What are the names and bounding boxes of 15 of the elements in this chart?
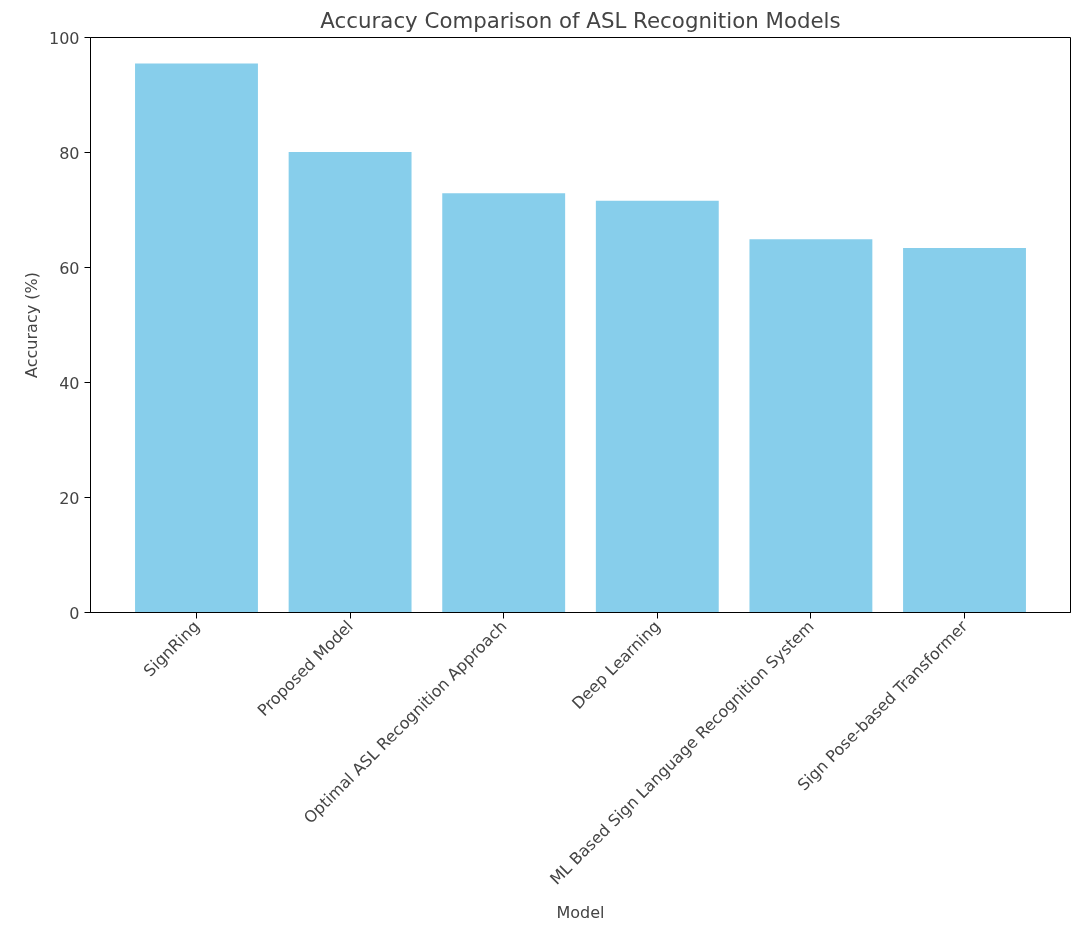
bar [135,63,258,613]
bar [903,247,1026,613]
y-tick-label: 40 [59,373,80,393]
bar [749,239,873,613]
bar [595,200,719,613]
bar [442,193,566,613]
x-axis-title: Model [556,903,605,923]
chart-title: Accuracy Comparison of ASL Recognition Models [320,7,841,33]
y-tick-label: 80 [59,143,80,163]
y-tick-label: 0 [69,603,80,623]
y-tick-label: 20 [59,488,80,508]
y-tick-label: 100 [48,28,80,48]
y-axis-title: Accuracy (%) [21,272,41,378]
bar [288,151,412,613]
y-tick-label: 60 [59,258,80,278]
